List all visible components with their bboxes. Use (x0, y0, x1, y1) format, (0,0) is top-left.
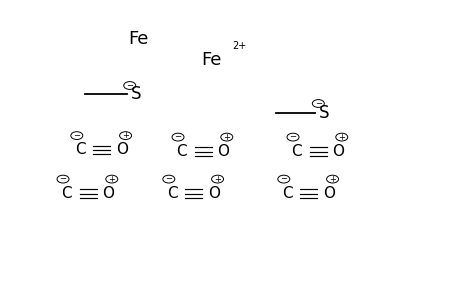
Text: O: O (116, 142, 128, 158)
Text: C: C (167, 186, 178, 201)
Text: +: + (214, 175, 220, 184)
Text: O: O (331, 144, 343, 159)
Text: Fe: Fe (201, 51, 221, 69)
Text: −: − (280, 175, 287, 184)
Text: −: − (73, 131, 80, 140)
Text: −: − (126, 81, 133, 90)
Text: S: S (130, 85, 140, 103)
Text: C: C (61, 186, 72, 201)
Text: +: + (338, 133, 344, 142)
Text: C: C (176, 144, 187, 159)
Text: −: − (59, 175, 67, 184)
Text: −: − (314, 99, 321, 108)
Text: −: − (174, 133, 181, 142)
Text: Fe: Fe (128, 30, 148, 48)
Text: +: + (108, 175, 115, 184)
Text: C: C (75, 142, 86, 158)
Text: 2+: 2+ (232, 41, 246, 52)
Text: −: − (165, 175, 172, 184)
Text: O: O (102, 186, 114, 201)
Text: O: O (207, 186, 219, 201)
Text: C: C (281, 186, 292, 201)
Text: +: + (329, 175, 335, 184)
Text: O: O (322, 186, 334, 201)
Text: −: − (289, 133, 296, 142)
Text: O: O (217, 144, 229, 159)
Text: C: C (291, 144, 302, 159)
Text: S: S (319, 103, 329, 122)
Text: +: + (122, 131, 129, 140)
Text: +: + (223, 133, 230, 142)
